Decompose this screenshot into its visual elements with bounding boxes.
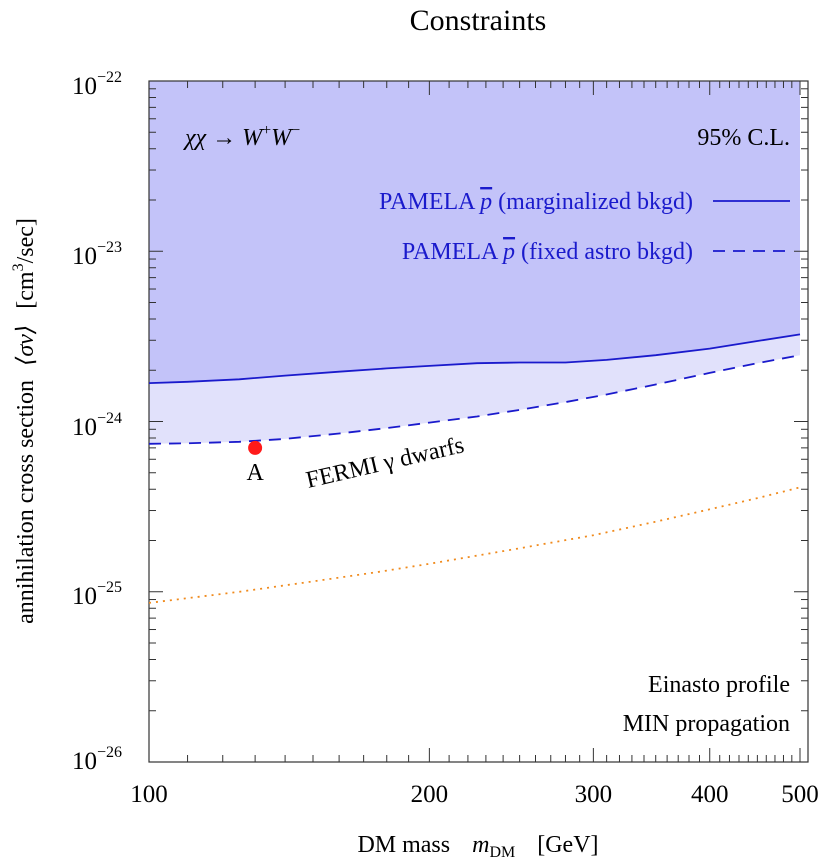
series-line-fermi-dwarfs [149, 486, 801, 604]
propagation-note: MIN propagation [623, 711, 790, 737]
benchmark-point-a [248, 440, 263, 455]
fermi-curve-label: FERMI γ dwarfs [304, 432, 467, 494]
x-tick-label-400: 400 [691, 781, 729, 808]
y-tick-label-1e-22: 10−22 [72, 69, 122, 100]
legend-entry-fixed: PAMELA p (fixed astro bkgd) [402, 239, 693, 265]
y-tick-label-1e-23: 10−23 [72, 239, 122, 270]
confidence-label: 95% C.L. [697, 125, 790, 151]
series-line-marginalized-bkgd [149, 333, 801, 384]
benchmark-point-a-label: A [246, 460, 264, 486]
x-tick-label-200: 200 [411, 781, 449, 808]
axis-ticks [148, 81, 809, 763]
legend: PAMELA p (marginalized bkgd) PAMELA p (f… [379, 189, 790, 265]
x-tick-labels: 100 200 300 400 500 [130, 781, 818, 808]
chart-title: Constraints [410, 4, 547, 37]
y-tick-label-1e-25: 10−25 [72, 579, 122, 610]
excluded-regions [149, 81, 800, 444]
series-lines [149, 333, 801, 604]
y-axis-label: annihilation cross section⟨σv⟩[cm3/sec] [10, 218, 39, 624]
x-axis-label: DM mass mDM [GeV] [357, 832, 598, 861]
y-tick-label-1e-26: 10−26 [72, 744, 122, 775]
x-tick-label-300: 300 [575, 781, 613, 808]
x-tick-label-500: 500 [781, 781, 819, 808]
x-tick-label-100: 100 [130, 781, 168, 808]
y-tick-label-1e-24: 10−24 [72, 410, 122, 441]
profile-note: Einasto profile [648, 672, 790, 698]
legend-entry-marginalized: PAMELA p (marginalized bkgd) [379, 189, 693, 215]
excluded-region-marginalized-bkgd [149, 81, 800, 384]
channel-label: χχ → W+W− [183, 122, 300, 151]
y-tick-labels: 10−26 10−25 10−24 10−23 10−22 [72, 69, 122, 775]
series-line-fixed-bkgd [149, 354, 801, 445]
